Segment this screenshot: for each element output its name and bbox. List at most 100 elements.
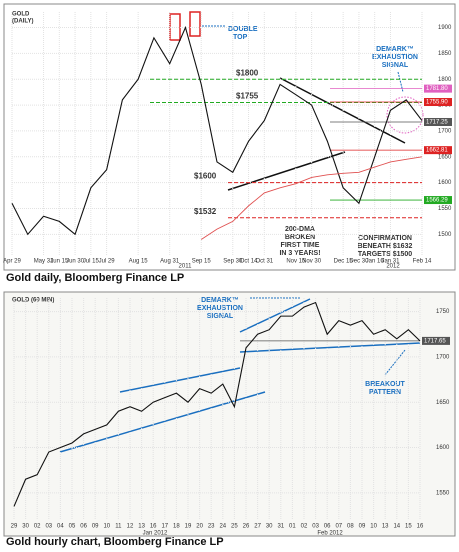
x-tick-label: 13 xyxy=(138,524,145,530)
x-tick-label: 27 xyxy=(254,524,261,530)
x-tick-label: 05 xyxy=(69,524,76,530)
price-label: 1781.80 xyxy=(426,86,448,92)
y-tick-label: 1850 xyxy=(438,51,452,57)
month-label: Jan 2012 xyxy=(143,531,168,537)
price-label: 1717.25 xyxy=(426,120,448,126)
annotation: DOUBLE xyxy=(228,26,258,33)
frame xyxy=(3,3,456,271)
level-label: $1755 xyxy=(236,92,259,101)
x-tick-label: 16 xyxy=(417,524,424,530)
annotation: CONFIRMATION xyxy=(358,235,412,242)
x-tick-label: Aug 15 xyxy=(129,259,149,265)
annotation: DEMARK™ xyxy=(201,297,239,304)
y-tick-label: 1500 xyxy=(438,232,452,238)
x-tick-label: 30 xyxy=(266,524,273,530)
x-tick-label: Nov 30 xyxy=(302,259,322,265)
x-tick-label: Sep 30 xyxy=(223,259,243,265)
annotation: EXHAUSTION xyxy=(197,305,243,312)
chart-title: GOLD xyxy=(12,12,30,18)
annotation: BENEATH $1632 xyxy=(358,243,413,250)
x-tick-label: Aug 31 xyxy=(160,259,180,265)
price-box xyxy=(422,336,450,345)
x-tick-label: May 31 xyxy=(34,259,54,265)
annotation: DEMARK™ xyxy=(376,46,414,53)
price-line xyxy=(11,25,423,236)
x-tick-label: 07 xyxy=(335,524,342,530)
arrow xyxy=(397,71,404,93)
trend-line xyxy=(227,151,346,191)
caption: Gold hourly chart, Bloomberg Finance LP xyxy=(6,536,224,548)
annotation: 200-DMA xyxy=(285,226,315,233)
price-box xyxy=(424,117,452,126)
x-tick-label: Jun 15 xyxy=(50,259,69,265)
x-tick-label: Jan 16 xyxy=(366,259,385,265)
hourly-chart: GOLD (60 MIN) DEMARK™ EXHAUSTION SIGNAL … xyxy=(3,291,456,537)
annotation: SIGNAL xyxy=(207,313,234,320)
year-label: 2011 xyxy=(179,264,193,270)
x-tick-label: 13 xyxy=(382,524,389,530)
trend-line xyxy=(239,342,421,353)
annotation: TARGETS $1500 xyxy=(358,251,412,258)
x-tick-label: 16 xyxy=(150,524,157,530)
top-box xyxy=(189,11,201,37)
annotation: IN 3 YEARS! xyxy=(279,250,320,257)
chart-subtitle: (DAILY) xyxy=(12,19,33,25)
signal-circle xyxy=(386,96,424,134)
x-tick-label: Oct 31 xyxy=(255,259,273,265)
level-label: $1800 xyxy=(236,68,259,77)
price-box xyxy=(424,98,452,107)
y-tick-label: 1700 xyxy=(438,128,452,134)
x-tick-label: 29 xyxy=(11,524,18,530)
chart-title: GOLD (60 MIN) xyxy=(12,298,54,304)
frame xyxy=(3,291,456,537)
x-tick-label: 19 xyxy=(185,524,192,530)
x-tick-label: 11 xyxy=(115,524,122,530)
x-tick-label: 26 xyxy=(243,524,250,530)
x-tick-label: Feb 14 xyxy=(413,259,432,265)
y-tick-label: 1550 xyxy=(436,490,450,496)
x-tick-label: 23 xyxy=(208,524,215,530)
x-tick-label: 01 xyxy=(289,524,296,530)
x-tick-label: 02 xyxy=(301,524,308,530)
caption: Gold daily, Bloomberg Finance LP xyxy=(6,272,185,284)
x-tick-label: 15 xyxy=(405,524,412,530)
price-label: 1755.90 xyxy=(426,100,448,106)
annotation: BROKEN xyxy=(285,234,315,241)
y-tick-label: 1650 xyxy=(438,154,452,160)
annotation: EXHAUSTION xyxy=(372,54,418,61)
x-tick-label: Jul 15 xyxy=(83,259,100,265)
x-tick-label: 04 xyxy=(57,524,64,530)
x-tick-label: 02 xyxy=(34,524,41,530)
x-tick-label: 09 xyxy=(359,524,366,530)
x-tick-label: 24 xyxy=(219,524,226,530)
x-tick-label: 14 xyxy=(393,524,400,530)
x-tick-label: 30 xyxy=(22,524,29,530)
price-line xyxy=(13,301,421,507)
x-tick-label: Oct 14 xyxy=(240,259,258,265)
price-line xyxy=(200,156,423,240)
x-tick-label: 17 xyxy=(161,524,168,530)
x-tick-label: 12 xyxy=(127,524,134,530)
y-tick-label: 1900 xyxy=(438,25,452,31)
x-tick-label: Jul 29 xyxy=(99,259,116,265)
y-tick-label: 1600 xyxy=(438,180,452,186)
level-label: $1532 xyxy=(194,207,217,216)
price-label: 1566.29 xyxy=(426,198,448,204)
month-label: Feb 2012 xyxy=(317,531,343,537)
x-tick-label: 03 xyxy=(45,524,52,530)
trend-line xyxy=(119,367,241,393)
x-tick-label: Nov 15 xyxy=(286,259,306,265)
annotation: FIRST TIME xyxy=(281,242,320,249)
x-tick-label: 10 xyxy=(103,524,110,530)
year-label: 2012 xyxy=(386,264,400,270)
daily-chart: GOLD (DAILY) DOUBLE TOP DEMARK™ EXHAUSTI… xyxy=(3,3,456,271)
y-tick-label: 1550 xyxy=(438,206,452,212)
x-tick-label: 03 xyxy=(312,524,319,530)
x-tick-label: Sep 15 xyxy=(192,259,212,265)
x-tick-label: Dec 15 xyxy=(334,259,354,265)
x-tick-label: 20 xyxy=(196,524,203,530)
x-tick-label: 06 xyxy=(80,524,87,530)
x-tick-label: Jan 31 xyxy=(381,259,400,265)
x-tick-label: 31 xyxy=(277,524,284,530)
